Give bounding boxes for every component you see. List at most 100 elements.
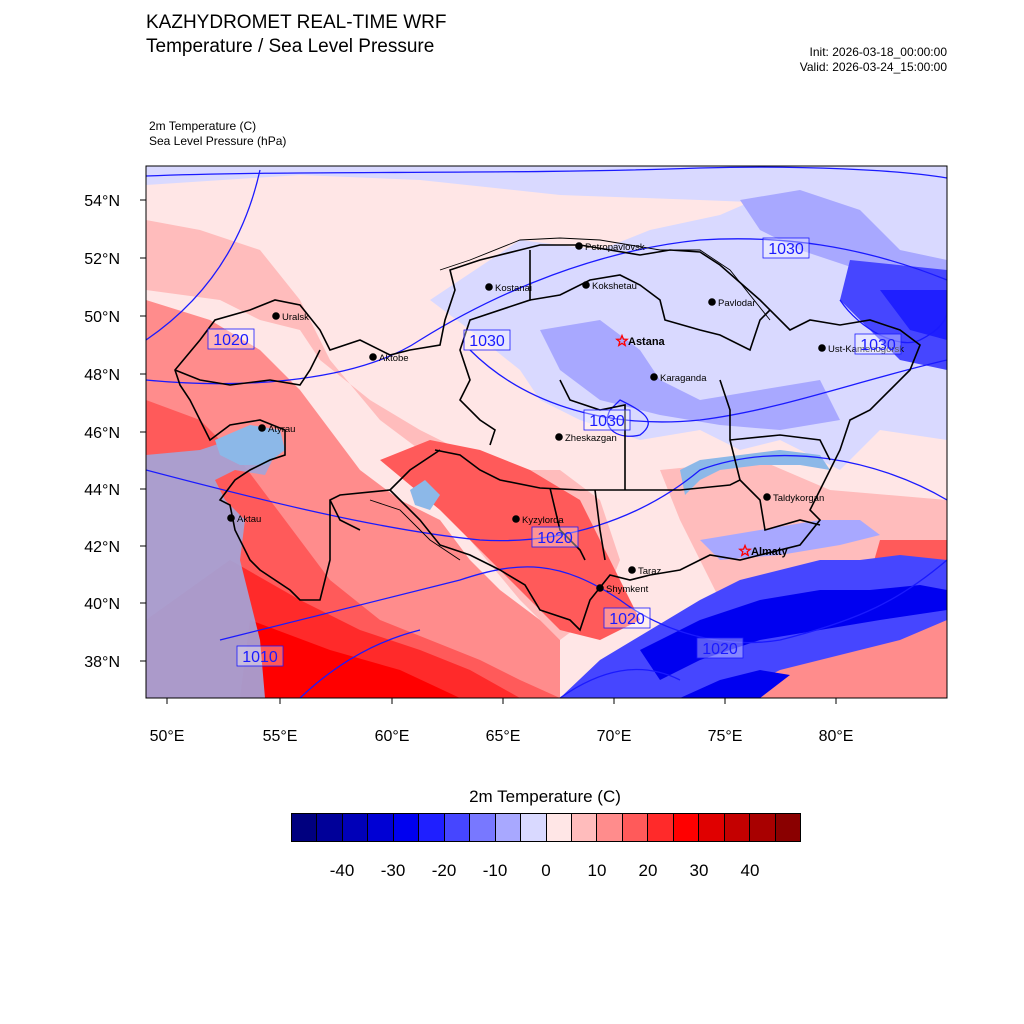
colorbar-swatch	[597, 814, 623, 841]
svg-text:1020: 1020	[537, 530, 573, 547]
city-karaganda: Karaganda	[650, 373, 707, 384]
city-dot-icon	[555, 433, 563, 441]
lat-tick-label: 46°N	[84, 425, 120, 442]
isobar-label: 1030	[762, 237, 810, 259]
colorbar-title: 2m Temperature (C)	[469, 787, 621, 806]
colorbar-tick-label: 10	[587, 861, 607, 880]
svg-text:1030: 1030	[469, 333, 505, 350]
colorbar-swatch	[444, 814, 471, 841]
city-label: Astana	[628, 336, 666, 348]
city-label: Atyrau	[268, 424, 295, 435]
colorbar-tick-label: -20	[431, 861, 457, 880]
isobar-label: 1020	[531, 526, 579, 548]
city-dot-icon	[650, 373, 658, 381]
colorbar-swatch	[775, 814, 801, 841]
isobar-label: 1020	[603, 607, 651, 629]
colorbar-swatch	[622, 814, 649, 841]
isobar-labels: 1030 1020 1030 1030 1030 1020 1020 1020 1010	[207, 237, 902, 667]
city-taraz: Taraz	[628, 566, 661, 577]
city-label: Shymkent	[606, 584, 649, 595]
chart-subtitle: Temperature / Sea Level Pressure	[146, 36, 435, 57]
city-dot-icon	[582, 281, 590, 289]
city-kyzylorda: Kyzylorda	[512, 515, 564, 526]
lat-tick-label: 50°N	[84, 309, 120, 326]
isobar-label: 1010	[236, 645, 284, 667]
colorbar-swatch	[292, 814, 318, 841]
svg-text:1020: 1020	[609, 611, 645, 628]
svg-text:1030: 1030	[860, 337, 896, 354]
isobar-label: 1020	[696, 637, 744, 659]
colorbar-swatch	[571, 814, 598, 841]
chart-title: KAZHYDROMET REAL-TIME WRF	[146, 12, 447, 33]
colorbar-tick-label: 20	[638, 861, 658, 880]
city-dot-icon	[818, 344, 826, 352]
colorbar-swatch	[673, 814, 700, 841]
colorbar-tick-label: -10	[482, 861, 508, 880]
colorbar-tick-label: 30	[689, 861, 709, 880]
colorbar	[291, 813, 801, 842]
lon-tick-label: 60°E	[375, 728, 410, 745]
capital-star-icon	[738, 543, 752, 557]
valid-time: Valid: 2026-03-24_15:00:00	[799, 60, 947, 74]
city-dot-icon	[575, 242, 583, 250]
city-atyrau: Atyrau	[258, 424, 295, 435]
city-pavlodar: Pavlodar	[708, 298, 756, 309]
colorbar-swatch	[368, 814, 394, 841]
lat-tick-label: 52°N	[84, 251, 120, 268]
city-aktobe: Aktobe	[369, 353, 409, 364]
colorbar-swatch	[521, 814, 547, 841]
lat-tick-label: 44°N	[84, 482, 120, 499]
city-dot-icon	[596, 584, 604, 592]
map-svg: Petropavlovsk Kostanai Kokshetau Pavlodar Ur…	[84, 165, 948, 745]
svg-text:1020: 1020	[213, 332, 249, 349]
colorbar-tick-label: -30	[380, 861, 406, 880]
city-label: Kyzylorda	[522, 515, 564, 526]
lat-tick-label: 38°N	[84, 654, 120, 671]
city-label: Aktau	[237, 514, 261, 525]
city-label: Karaganda	[660, 373, 707, 384]
lon-tick-label: 75°E	[708, 728, 743, 745]
colorbar-swatch	[470, 814, 496, 841]
svg-text:1010: 1010	[242, 649, 278, 666]
lon-tick-label: 65°E	[486, 728, 521, 745]
capital-star-icon	[615, 333, 629, 347]
city-shymkent: Shymkent	[596, 584, 649, 595]
colorbar-swatch	[317, 814, 343, 841]
city-dot-icon	[512, 515, 520, 523]
city-markers: Petropavlovsk Kostanai Kokshetau Pavlodar Ur…	[227, 242, 904, 595]
city-kokshetau: Kokshetau	[582, 281, 637, 292]
lat-tick-label: 48°N	[84, 367, 120, 384]
city-dot-icon	[272, 312, 280, 320]
city-dot-icon	[628, 566, 636, 574]
lon-tick-label: 80°E	[819, 728, 854, 745]
variable-pressure-label: Sea Level Pressure (hPa)	[149, 134, 287, 148]
isobar-label: 1030	[463, 329, 511, 351]
city-dot-icon	[227, 514, 235, 522]
colorbar-swatch	[750, 814, 776, 841]
country-borders	[369, 237, 771, 561]
isobar-label: 1030	[854, 333, 902, 355]
city-zheskazgan: Zheskazgan	[555, 433, 617, 444]
colorbar-tick-label: 0	[541, 861, 551, 880]
city-label: Petropavlovsk	[585, 242, 645, 253]
colorbar-swatch	[724, 814, 751, 841]
colorbar-swatch	[648, 814, 674, 841]
colorbar-swatch	[699, 814, 725, 841]
city-petropavlovsk: Petropavlovsk	[575, 242, 645, 253]
svg-text:1030: 1030	[768, 241, 804, 258]
city-ust-kamenogorsk: Ust-Kamenogorsk	[818, 344, 904, 355]
variable-temperature-label: 2m Temperature (C)	[149, 119, 257, 133]
colorbar-swatch	[342, 814, 369, 841]
city-label: Pavlodar	[718, 298, 756, 309]
lat-tick-label: 40°N	[84, 596, 120, 613]
city-kostanai: Kostanai	[485, 283, 532, 294]
city-label: Zheskazgan	[565, 433, 617, 444]
city-aktau: Aktau	[227, 514, 261, 525]
svg-text:1020: 1020	[702, 641, 738, 658]
city-label: Uralsk	[282, 312, 309, 323]
city-uralsk: Uralsk	[272, 312, 309, 323]
city-dot-icon	[708, 298, 716, 306]
temperature-field	[146, 166, 947, 698]
city-taldykorgan: Taldykorgan	[763, 493, 824, 504]
lat-tick-label: 42°N	[84, 539, 120, 556]
